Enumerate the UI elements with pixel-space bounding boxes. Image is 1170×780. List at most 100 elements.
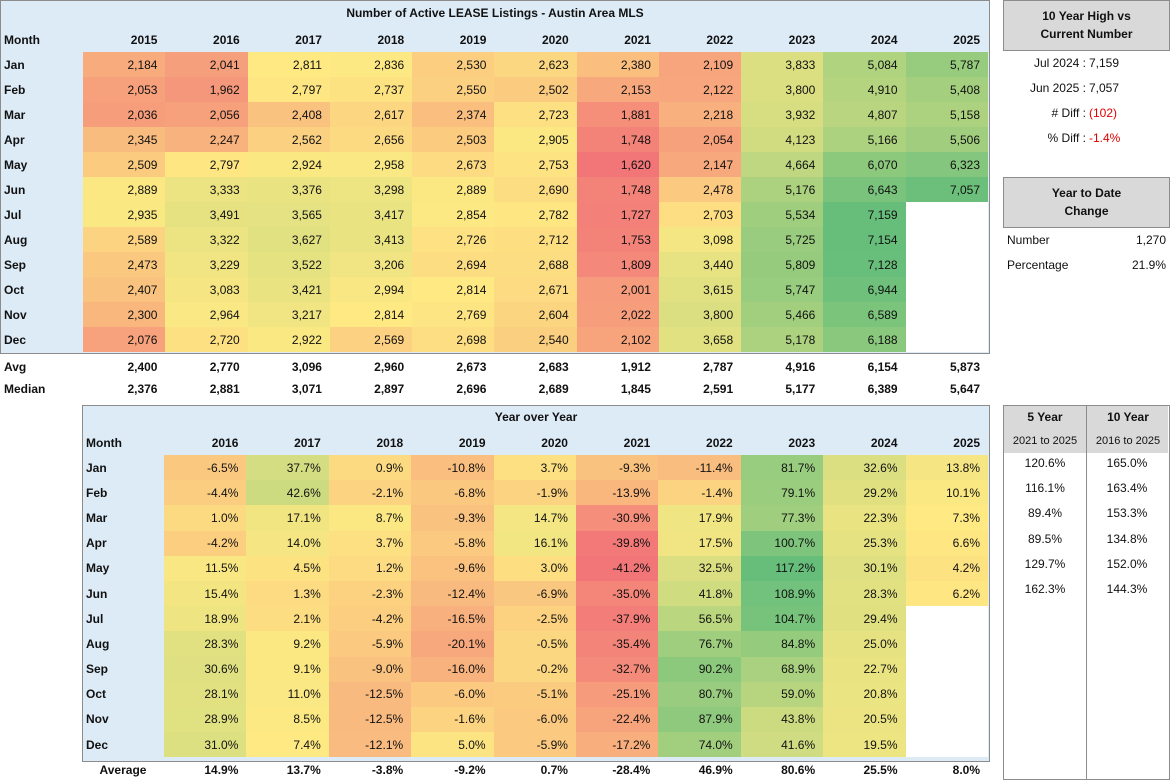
yoy-cell: -5.9% (493, 732, 576, 758)
yoy-cell: -20.1% (411, 631, 494, 657)
lease-cell: 2,769 (412, 302, 495, 327)
lease-avg-row-label: Avg (4, 360, 27, 374)
lease-cell: 2,247 (165, 127, 248, 152)
table-row: Dec 31.0% 7.4% -12.1% 5.0% -5.9% -17.2% 74.0% 41… (82, 732, 988, 758)
yoy-cell: 22.3% (823, 505, 906, 531)
lease-cell: 2,022 (576, 302, 659, 327)
yoy-cell: 104.7% (740, 606, 824, 632)
lease-cell: 2,854 (412, 202, 495, 227)
month-label: Oct (86, 687, 107, 702)
yoy-average-label: Average (99, 763, 147, 777)
high-box-title-2: Current Number (1040, 27, 1133, 41)
month-label: Jun (4, 182, 26, 197)
lease-cell: 5,747 (741, 277, 824, 302)
yoy-cell: 9.1% (246, 656, 329, 682)
lease-cell: 3,522 (247, 252, 330, 277)
lease-cell: 3,333 (165, 177, 248, 202)
ytd-change-header (1003, 177, 1170, 228)
table-row: Jul 18.9% 2.1% -4.2% -16.5% -2.5% -37.9% 56.5% 1… (82, 606, 988, 632)
yoy-cell (905, 656, 988, 682)
lease-cell: 4,807 (823, 102, 906, 127)
lease-year-2019: 2019 (459, 32, 487, 47)
lease-median-row-label: Median (4, 382, 46, 396)
lease-cell: 2,041 (165, 52, 248, 77)
lease-cell: 2,617 (329, 102, 413, 127)
lease-avg-row-value: 4,916 (785, 360, 816, 374)
month-label: Dec (86, 737, 109, 752)
yoy-cell: 28.3% (164, 631, 247, 657)
yoy-cell: -35.4% (575, 631, 659, 657)
lease-cell: 3,322 (165, 227, 248, 252)
yoy-cell: -16.5% (411, 606, 494, 632)
lease-avg-row-value: 5,873 (949, 360, 980, 374)
yoy-grid: Month 2016 2017 2018 2019 2020 2021 2022 2023 202… (82, 430, 988, 758)
lease-cell: 2,408 (247, 102, 330, 127)
lease-cell: 2,054 (658, 127, 742, 152)
lease-avg-row-value: 6,154 (867, 360, 898, 374)
lease-cell: 3,833 (741, 52, 824, 77)
yoy-cell: 41.8% (658, 580, 741, 607)
lease-cell (905, 252, 988, 277)
yoy-year-2017: 2017 (294, 435, 321, 450)
lease-cell: 2,723 (494, 102, 577, 127)
yoy-cell: 8.7% (328, 505, 412, 531)
ytd-row: Number 1,270 (1003, 233, 1170, 258)
yoy-cell: -4.4% (164, 480, 247, 506)
table-row: May 11.5% 4.5% 1.2% -9.6% 3.0% -41.2% 32.5% 117.… (82, 555, 988, 581)
lease-year-2025: 2025 (953, 32, 980, 47)
yoy-cell: 13.8% (905, 455, 988, 481)
yoy-cell: -6.0% (411, 681, 494, 707)
lease-cell: 3,413 (329, 227, 413, 252)
yoy-cell: -35.0% (575, 580, 659, 607)
lease-cell: 3,417 (329, 202, 413, 227)
lease-cell: 3,206 (329, 252, 413, 277)
yoy-cell: -6.0% (493, 706, 576, 733)
yoy-cell: -17.2% (575, 732, 659, 758)
month-label: Sep (86, 662, 109, 677)
lease-cell: 2,053 (83, 77, 166, 102)
lease-avg-row-value: 2,787 (703, 360, 734, 374)
yoy-cell (905, 732, 988, 758)
lease-cell: 3,658 (658, 327, 742, 352)
yoy-cell: -5.8% (411, 530, 494, 556)
five-year-value: 89.4% (1027, 506, 1063, 521)
lease-cell: 3,229 (165, 252, 248, 277)
yoy-table-title: Year over Year (494, 410, 578, 424)
lease-cell: 2,889 (83, 177, 166, 202)
yoy-cell: 37.7% (246, 455, 329, 481)
lease-cell: 2,589 (83, 227, 166, 252)
high-vs-current-header (1003, 0, 1170, 51)
lease-avg-row-value: 2,673 (456, 360, 487, 374)
yoy-cell: -9.3% (575, 455, 659, 481)
lease-cell: 3,298 (329, 177, 413, 202)
lease-cell: 1,727 (576, 202, 659, 227)
five-year-value: 120.6% (1024, 456, 1066, 470)
lease-cell: 7,128 (823, 252, 906, 277)
high-box-label: Jul 2024 : (1033, 56, 1086, 70)
lease-median-row-value: 6,389 (867, 382, 898, 396)
lease-cell: 6,188 (823, 327, 906, 352)
lease-cell: 5,809 (741, 252, 824, 277)
table-row: Apr -4.2% 14.0% 3.7% -5.8% 16.1% -39.8% 17.5% 10… (82, 530, 988, 556)
yoy-average-value: 0.7% (540, 763, 568, 777)
lease-cell: 2,694 (412, 252, 495, 277)
yoy-cell: -1.4% (658, 480, 741, 506)
lease-cell: 5,166 (823, 127, 906, 152)
ten-year-value: 144.3% (1106, 581, 1148, 596)
table-row: Mar 1.0% 17.1% 8.7% -9.3% 14.7% -30.9% 17.9% 77.… (82, 505, 988, 531)
yoy-cell (905, 606, 988, 632)
lease-cell: 3,627 (247, 227, 330, 252)
yoy-cell: 20.8% (823, 681, 906, 707)
ytd-box-title-1: Year to Date (1051, 186, 1122, 200)
lease-cell: 2,478 (658, 177, 742, 202)
table-row: Feb 2,053 1,962 2,797 2,737 2,550 2,502 2,153 2,… (0, 77, 988, 102)
yoy-cell: 29.4% (823, 606, 906, 632)
yoy-cell: 100.7% (740, 530, 824, 556)
month-label: Aug (86, 636, 110, 651)
yoy-cell: 3.7% (493, 455, 576, 481)
lease-cell (905, 327, 988, 352)
yoy-cell: -4.2% (164, 530, 247, 556)
table-row: Jul 2,935 3,491 3,565 3,417 2,854 2,782 1,727 2,… (0, 202, 988, 227)
lease-cell: 2,569 (329, 327, 413, 352)
lease-month-header: Month (4, 32, 40, 47)
